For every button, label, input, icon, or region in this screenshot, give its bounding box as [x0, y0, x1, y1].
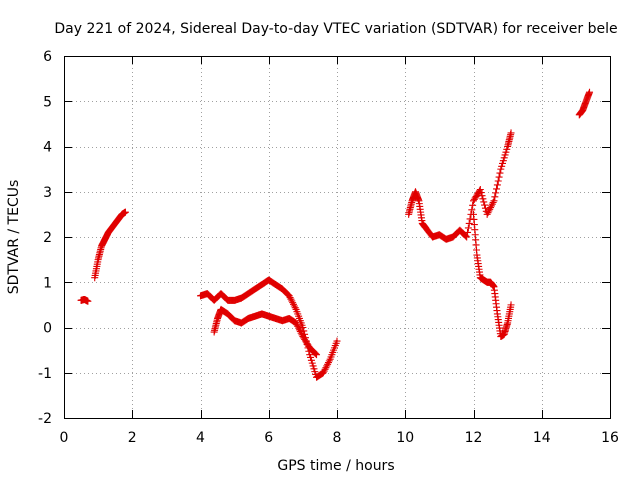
data-point-marker: [487, 204, 495, 212]
data-point-marker: [322, 364, 330, 372]
data-point-marker: [291, 304, 299, 312]
data-point-marker: [319, 369, 327, 377]
data-point-marker: [494, 177, 502, 185]
y-axis-label: SDTVAR / TECUs: [6, 180, 22, 295]
x-tick-label: 2: [128, 430, 137, 446]
data-point-marker: [495, 173, 503, 181]
data-point-marker: [490, 197, 498, 205]
y-tick-label: 3: [43, 185, 52, 201]
y-tick-label: 5: [43, 94, 52, 110]
data-point-marker: [487, 202, 495, 210]
data-point-marker: [477, 189, 485, 197]
data-point-marker: [478, 192, 486, 200]
data-point-marker: [463, 233, 471, 241]
data-point-marker: [324, 359, 332, 367]
data-point-marker: [586, 88, 594, 96]
y-tick-label: 0: [43, 321, 52, 337]
data-point-marker: [481, 201, 489, 209]
data-point-marker: [479, 195, 487, 203]
y-tick-label: 4: [43, 140, 52, 156]
data-point-marker: [485, 207, 493, 215]
data-point-marker: [121, 208, 129, 216]
series-arc-7: [575, 88, 594, 119]
data-point-marker: [294, 322, 302, 330]
data-point-marker: [321, 365, 329, 373]
data-point-marker: [476, 185, 484, 193]
data-point-marker: [333, 337, 341, 345]
data-point-marker: [484, 209, 492, 217]
series-arc-6: [470, 210, 515, 341]
y-tick-label: -2: [38, 411, 52, 427]
x-tick-label: 8: [333, 430, 342, 446]
data-point-marker: [285, 292, 293, 300]
data-point-marker: [483, 210, 491, 218]
data-point-marker: [292, 319, 300, 327]
x-tick-label: 4: [196, 430, 205, 446]
data-point-marker: [323, 362, 331, 370]
data-point-marker: [466, 215, 474, 223]
data-point-marker: [312, 350, 320, 358]
data-point-marker: [480, 198, 488, 206]
data-point-marker: [496, 169, 504, 177]
data-point-marker: [468, 206, 476, 214]
data-point-marker: [462, 232, 470, 240]
x-tick-label: 10: [396, 430, 414, 446]
data-point-marker: [464, 228, 472, 236]
x-tick-label: 12: [465, 430, 483, 446]
data-points: [77, 88, 594, 381]
x-tick-label: 6: [264, 430, 273, 446]
data-point-marker: [493, 181, 501, 189]
data-point-marker: [289, 299, 297, 307]
data-point-marker: [84, 297, 92, 305]
y-tick-label: 2: [43, 230, 52, 246]
data-point-marker: [295, 324, 303, 332]
data-point-marker: [295, 326, 303, 334]
data-point-marker: [313, 351, 321, 359]
y-tick-label: 6: [43, 49, 52, 65]
data-point-marker: [290, 302, 298, 310]
data-point-marker: [492, 189, 500, 197]
data-point-marker: [311, 349, 319, 357]
data-point-marker: [464, 224, 472, 232]
series-arc-4: [210, 305, 321, 359]
data-point-marker: [475, 187, 483, 195]
data-point-marker: [286, 294, 294, 302]
data-point-marker: [489, 198, 497, 206]
data-point-marker: [293, 321, 301, 329]
series-arc-1: [77, 295, 92, 305]
data-point-marker: [507, 301, 515, 309]
data-point-marker: [296, 327, 304, 335]
data-point-marker: [287, 295, 295, 303]
series-arc-5: [405, 129, 515, 243]
data-point-marker: [465, 219, 473, 227]
data-point-marker: [324, 360, 332, 368]
series-arc-2: [91, 208, 129, 282]
x-axis-label: GPS time / hours: [277, 458, 394, 474]
y-tick-label: 1: [43, 275, 52, 291]
data-point-marker: [491, 193, 499, 201]
data-point-marker: [486, 205, 494, 213]
x-tick-label: 0: [60, 430, 69, 446]
y-tick-label: -1: [38, 366, 52, 382]
data-point-marker: [469, 201, 477, 209]
data-point-marker: [507, 129, 515, 137]
data-point-marker: [493, 185, 501, 193]
data-point-marker: [297, 329, 305, 337]
plot-frame: [64, 56, 611, 419]
data-point-marker: [288, 297, 296, 305]
grid-lines: [64, 56, 610, 418]
data-point-marker: [289, 300, 297, 308]
data-point-marker: [325, 357, 333, 365]
data-point-marker: [488, 200, 496, 208]
x-tick-label: 16: [601, 430, 619, 446]
data-point-marker: [320, 367, 328, 375]
x-tick-label: 14: [533, 430, 551, 446]
chart-title: Day 221 of 2024, Sidereal Day-to-day VTE…: [54, 21, 617, 37]
data-point-marker: [298, 331, 306, 339]
series-arc-3: [197, 276, 341, 381]
